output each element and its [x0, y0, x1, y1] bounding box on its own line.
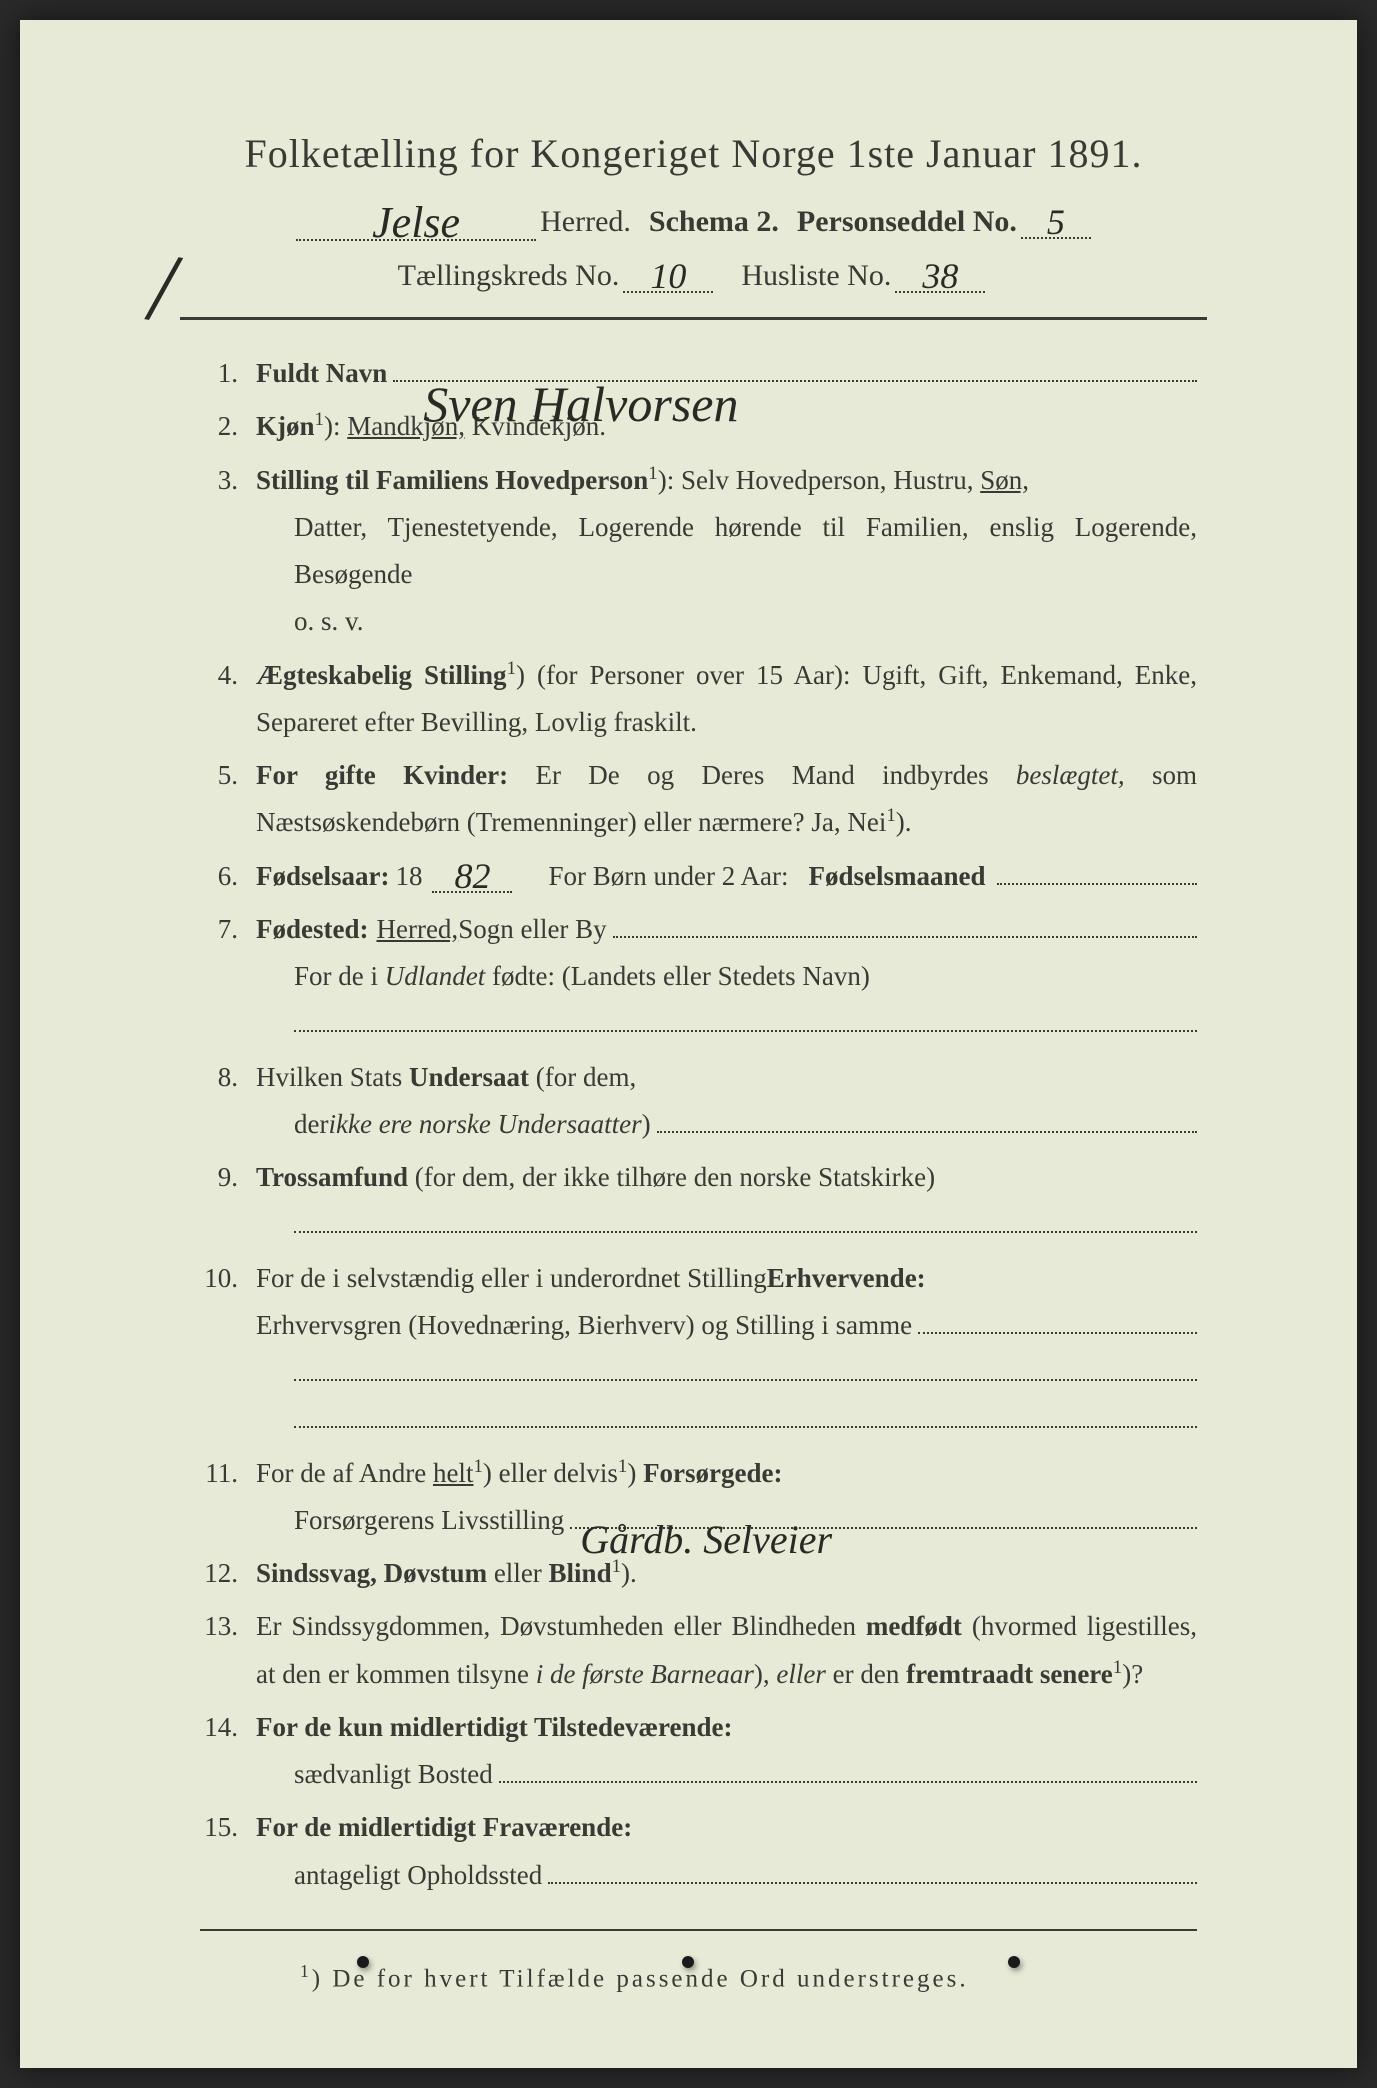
- entry-num: 8.: [200, 1054, 256, 1149]
- citizenship-field: [657, 1106, 1197, 1133]
- schema-label: Schema 2.: [649, 205, 779, 239]
- year-field: 82: [432, 855, 512, 893]
- entry-3-line2: Datter, Tjenestetyende, Logerende hørend…: [256, 504, 1197, 599]
- husliste-field: 38: [895, 255, 985, 293]
- occupation-field-2: [294, 1354, 1197, 1381]
- husliste-no: 38: [922, 256, 958, 296]
- form-header: Folketælling for Kongeriget Norge 1ste J…: [180, 130, 1207, 320]
- birthplace-line: [294, 1005, 1197, 1032]
- whereabouts-field: [548, 1857, 1197, 1884]
- kreds-no: 10: [650, 256, 686, 296]
- herred-handwriting: Jelse: [372, 198, 460, 247]
- kreds-label: Tællingskreds No.: [398, 259, 620, 293]
- entry-num: 2.: [200, 403, 256, 450]
- entry-label: Stilling til Familiens Hovedperson: [256, 465, 648, 495]
- entry-label: For de midlertidigt Fraværende:: [256, 1812, 632, 1842]
- footnote-ref: 1: [1113, 1657, 1122, 1678]
- footnote-ref: 1: [473, 1456, 482, 1477]
- birthplace-field: [613, 911, 1197, 938]
- birthmonth-label: Fødselsmaaned: [808, 853, 985, 900]
- entry-1: 1. Fuldt Navn Sven Halvorsen: [200, 350, 1197, 397]
- header-line-2: Jelse Herred. Schema 2. Personseddel No.…: [180, 195, 1207, 241]
- kreds-field: 10: [623, 255, 713, 293]
- entry-num: 10.: [200, 1255, 256, 1444]
- entry-4: 4. Ægteskabelig Stilling1) (for Personer…: [200, 652, 1197, 747]
- personseddel-label: Personseddel No.: [797, 205, 1017, 239]
- entry-3-line3: o. s. v.: [256, 598, 1197, 645]
- entry-label: Kjøn: [256, 411, 315, 441]
- entry-num: 13.: [200, 1603, 256, 1698]
- entry-num: 15.: [200, 1804, 256, 1899]
- footnote-ref: 1: [315, 409, 324, 430]
- entry-5: 5. For gifte Kvinder: Er De og Deres Man…: [200, 752, 1197, 847]
- binding-marks: [20, 1956, 1357, 1968]
- personseddel-field: 5: [1021, 201, 1091, 239]
- entry-6: 6. Fødselsaar: 1882 For Børn under 2 Aar…: [200, 853, 1197, 900]
- entry-label: Ægteskabelig Stilling: [256, 660, 507, 690]
- footnote-text: ) De for hvert Tilfælde passende Ord und…: [312, 1965, 969, 1992]
- entry-10: 10. For de i selvstændig eller i underor…: [200, 1255, 1197, 1444]
- entry-num: 12.: [200, 1550, 256, 1597]
- personseddel-no: 5: [1047, 202, 1065, 242]
- husliste-label: Husliste No.: [741, 259, 891, 293]
- entry-14: 14. For de kun midlertidigt Tilstedevære…: [200, 1704, 1197, 1799]
- dot-icon: [357, 1956, 369, 1968]
- herred-label: Herred.: [540, 205, 631, 239]
- selected-son: Søn,: [980, 465, 1029, 495]
- entry-label: Fødested:: [256, 906, 368, 953]
- occupation-field-3: [294, 1401, 1197, 1428]
- year-prefix: 18: [395, 853, 422, 900]
- entry-num: 3.: [200, 457, 256, 646]
- entry-num: 14.: [200, 1704, 256, 1799]
- header-line-3: Tællingskreds No. 10 Husliste No. 38: [180, 255, 1207, 293]
- herred-field: Jelse: [296, 195, 536, 241]
- name-handwriting: Sven Halvorsen: [423, 361, 738, 386]
- entry-num: 9.: [200, 1154, 256, 1249]
- birthmonth-field: [997, 858, 1197, 885]
- provider-field: Gårdb. Selveier: [570, 1502, 1197, 1529]
- entry-15: 15. For de midlertidigt Fraværende: anta…: [200, 1804, 1197, 1899]
- entry-13: 13. Er Sindssygdommen, Døvstumheden elle…: [200, 1603, 1197, 1698]
- footnote-ref: 1: [507, 658, 516, 679]
- selected-helt: helt: [433, 1458, 474, 1488]
- footnote-ref: 1: [618, 1456, 627, 1477]
- entry-num: 1.: [200, 350, 256, 397]
- footnote-ref: 1: [648, 463, 657, 484]
- name-field: Sven Halvorsen: [393, 355, 1197, 382]
- census-form-page: / Folketælling for Kongeriget Norge 1ste…: [20, 20, 1357, 2068]
- dot-icon: [1008, 1956, 1020, 1968]
- entry-label: Fuldt Navn: [256, 350, 387, 397]
- entry-num: 5.: [200, 752, 256, 847]
- religion-field: [294, 1206, 1197, 1233]
- dot-icon: [682, 1956, 694, 1968]
- form-entries: 1. Fuldt Navn Sven Halvorsen 2. Kjøn1): …: [180, 350, 1207, 1993]
- selected-herred: Herred,: [376, 906, 458, 953]
- entry-label: For gifte Kvinder:: [256, 760, 508, 790]
- entry-8: 8. Hvilken Stats Undersaat (for dem, der…: [200, 1054, 1197, 1149]
- entry-9: 9. Trossamfund (for dem, der ikke tilhør…: [200, 1154, 1197, 1249]
- header-rule: [180, 317, 1207, 320]
- footnote-ref: 1: [886, 805, 895, 826]
- year-hw: 82: [454, 856, 490, 896]
- entry-label: For de kun midlertidigt Tilstedeværende:: [256, 1712, 733, 1742]
- entry-7: 7. Fødested: Herred, Sogn eller By For d…: [200, 906, 1197, 1048]
- entry-11: 11. For de af Andre helt1) eller delvis1…: [200, 1450, 1197, 1545]
- bottom-rule: [200, 1929, 1197, 1931]
- entry-num: 6.: [200, 853, 256, 900]
- form-title: Folketælling for Kongeriget Norge 1ste J…: [180, 130, 1207, 177]
- entry-num: 7.: [200, 906, 256, 1048]
- entry-label: Trossamfund: [256, 1162, 408, 1192]
- entry-label: Fødselsaar:: [256, 853, 389, 900]
- entry-num: 11.: [200, 1450, 256, 1545]
- provider-handwriting: Gårdb. Selveier: [580, 1505, 832, 1533]
- occupation-field-1: [918, 1307, 1197, 1334]
- entry-label: Sindssvag, Døvstum: [256, 1558, 487, 1588]
- entry-num: 4.: [200, 652, 256, 747]
- entry-3: 3. Stilling til Familiens Hovedperson1):…: [200, 457, 1197, 646]
- usual-residence-field: [499, 1756, 1197, 1783]
